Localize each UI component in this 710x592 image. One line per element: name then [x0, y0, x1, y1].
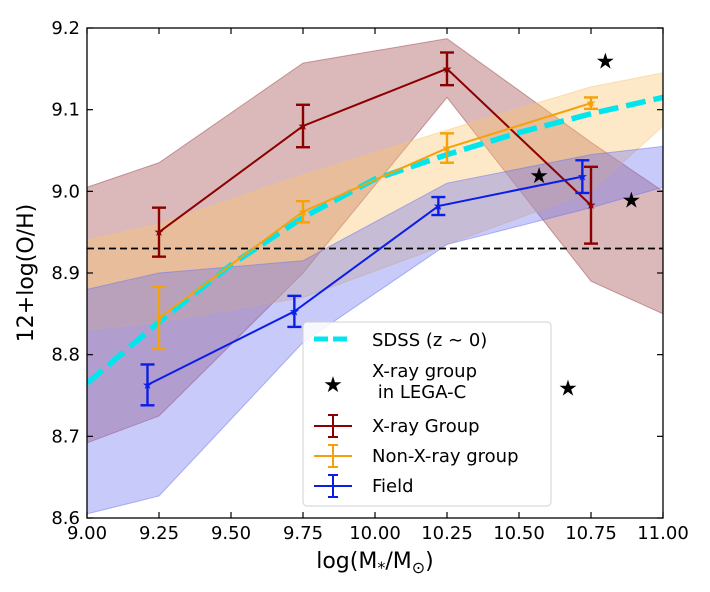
- marker-0-1: ★: [298, 119, 309, 133]
- x-tick-label-7: 10.75: [565, 523, 617, 544]
- legend-xray-label: X-ray Group: [372, 416, 480, 437]
- legend-star-label-line1: X-ray group: [372, 361, 477, 382]
- lega-c-star-2: ★: [621, 189, 641, 214]
- legend-nonxray-label: Non-X-ray group: [372, 446, 519, 467]
- x-tick-label-4: 10.00: [349, 523, 401, 544]
- series-line-1: [158, 102, 592, 319]
- y-tick-label-5: 9.1: [51, 100, 80, 121]
- x-tick-label-3: 9.75: [283, 523, 323, 544]
- legend-xray-swatch: [314, 414, 352, 438]
- legend-nonxray-swatch: [314, 444, 352, 468]
- legend-sdss-label: SDSS (z ∼ 0): [372, 330, 487, 351]
- x-tick-label-6: 10.50: [493, 523, 545, 544]
- y-tick-label-6: 9.2: [51, 18, 80, 39]
- y-axis-title: 12+log(O/H): [14, 204, 39, 342]
- x-tick-label-0: 9.00: [67, 523, 107, 544]
- marker-2-0: ★: [142, 378, 153, 392]
- marker-0-2: ★: [442, 62, 453, 76]
- marker-0-0: ★: [154, 225, 165, 239]
- marker-1-0: ★: [154, 311, 165, 325]
- legend-box: [302, 321, 552, 507]
- series-group: ★ ★ ★ ★ ★ ★ ★ ★ ★ ★ ★ ★: [140, 51, 598, 407]
- marker-2-1: ★: [289, 304, 300, 318]
- band-0: [87, 38, 663, 444]
- lega-c-star-1: ★: [529, 164, 549, 189]
- marker-2-3: ★: [577, 170, 588, 184]
- lega-c-stars: ★ ★ ★ ★: [529, 50, 641, 402]
- marker-1-3: ★: [586, 96, 597, 110]
- legend-star-swatch: ★: [323, 373, 343, 398]
- x-tick-label-2: 9.50: [211, 523, 251, 544]
- y-tick-label-4: 9.0: [51, 181, 80, 202]
- series-line-0: [158, 67, 592, 233]
- y-tick-label-2: 8.8: [51, 345, 80, 366]
- legend-star-label-line2: in LEGA-C: [372, 382, 466, 403]
- legend-field-swatch: [314, 474, 352, 498]
- marker-1-1: ★: [298, 205, 309, 219]
- lega-c-star-0: ★: [596, 50, 616, 75]
- x-axis-ticks: 9.00 9.25 9.50 9.75 10.00 10.25 10.50 10.75 11.0…: [67, 28, 689, 544]
- band-2: [87, 145, 663, 515]
- marker-0-3: ★: [586, 198, 597, 212]
- y-tick-label-0: 8.6: [51, 508, 80, 529]
- marker-2-2: ★: [433, 199, 444, 213]
- series-line-2: [147, 175, 583, 386]
- y-tick-label-1: 8.7: [51, 426, 80, 447]
- y-axis-ticks: 8.6 8.7 8.8 8.9 9.0 9.1 9.2: [51, 18, 663, 529]
- y-tick-label-3: 8.9: [51, 263, 80, 284]
- legend: SDSS (z ∼ 0) ★ X-ray group in LEGA-C X-r…: [302, 321, 552, 507]
- legend-field-label: Field: [372, 476, 414, 497]
- x-tick-label-8: 11.00: [637, 523, 689, 544]
- lega-c-star-3: ★: [558, 376, 578, 401]
- x-tick-label-1: 9.25: [139, 523, 179, 544]
- marker-1-2: ★: [442, 141, 453, 155]
- x-tick-label-5: 10.25: [421, 523, 473, 544]
